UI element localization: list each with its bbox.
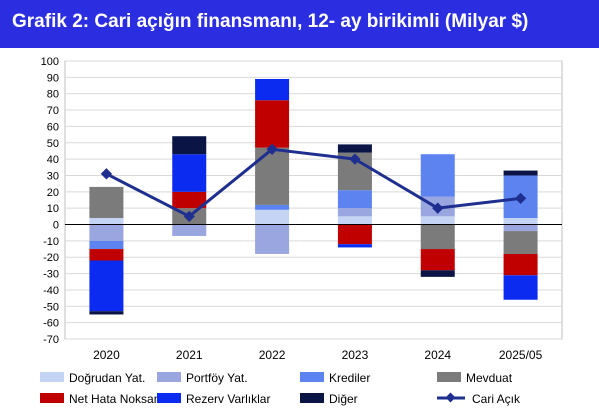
y-tick-label: 10 [47, 203, 59, 215]
legend-swatch [40, 393, 64, 403]
legend-swatch [40, 372, 64, 382]
y-tick-label: 90 [47, 72, 59, 84]
bar-segment [89, 217, 124, 225]
bar-segment [503, 170, 538, 176]
bar-segment [172, 136, 207, 155]
bar-segment [255, 209, 290, 225]
legend-label: Net Hata Noksan [69, 392, 160, 406]
legend-label: Doğrudan Yat. [69, 371, 145, 385]
x-category-label: 2023 [342, 348, 369, 362]
plot-area [64, 60, 563, 340]
stacked-bar-line-chart: -70 -60 -50 -40 -30 -20 -10 0 10 20 30 40 50 60 70 80 90… [40, 56, 563, 406]
cari-acik-line [105, 147, 521, 218]
bar-segment [420, 224, 455, 250]
bar-segment [337, 216, 372, 225]
legend-label: Portföy Yat. [186, 371, 248, 385]
bar-segment [420, 270, 455, 277]
bar-segment [172, 224, 207, 236]
bar-segment [89, 249, 124, 261]
cari-acik-point [183, 210, 195, 223]
y-tick-label: 70 [47, 105, 59, 117]
legend-swatch [300, 393, 324, 403]
bar-segment [89, 260, 124, 312]
bar-segment [172, 154, 207, 192]
y-tick-label: 20 [47, 187, 59, 199]
y-tick-label: 80 [47, 89, 59, 101]
bar-segment [89, 311, 124, 315]
bar-segment [255, 224, 290, 254]
legend-label: Rezerv Varlıklar [186, 392, 270, 406]
y-tick-label: -30 [43, 269, 59, 281]
bar-segment [337, 224, 372, 245]
bar-segment [503, 217, 538, 225]
bar-segment [89, 224, 124, 241]
bar-segment [420, 216, 455, 225]
y-tick-label: 30 [47, 170, 59, 182]
bar-segment [89, 240, 124, 250]
bar-segment [420, 154, 455, 197]
legend-swatch [157, 393, 181, 403]
legend-label: Mevduat [466, 371, 513, 385]
x-category-label: 2024 [424, 348, 451, 362]
legend-label: Diğer [329, 392, 358, 406]
bar-segment [503, 231, 538, 254]
x-category-label: 2021 [176, 348, 203, 362]
bar-segment [337, 190, 372, 209]
bar-segment [337, 208, 372, 217]
legend-label: Krediler [329, 371, 370, 385]
y-tick-label: 40 [47, 154, 59, 166]
bar-segment [255, 100, 290, 148]
bar-segment [255, 147, 290, 205]
y-tick-label: -20 [43, 252, 59, 264]
legend-swatch [437, 372, 461, 382]
y-tick-label: 60 [47, 121, 59, 133]
legend-swatch [157, 372, 181, 382]
x-category-label: 2025/05 [499, 348, 543, 362]
y-tick-label: -70 [43, 334, 59, 346]
bar-segment [337, 144, 372, 153]
bar-segment [337, 244, 372, 248]
bar-segment [503, 224, 538, 232]
cari-acik-point [266, 143, 278, 155]
cari-acik-point [514, 192, 527, 205]
cari-acik-point [432, 202, 444, 214]
legend-marker [445, 392, 456, 403]
legend-swatch [300, 372, 324, 382]
bar-segment [503, 275, 538, 300]
bar-segment [255, 204, 290, 210]
y-tick-label: 50 [47, 138, 59, 150]
chart-title: Grafik 2: Cari açığın finansmanı, 12- ay… [12, 11, 529, 32]
y-tick-label: -40 [43, 285, 59, 297]
bar-segment [255, 78, 290, 101]
legend-label: Cari Açık [472, 392, 521, 406]
x-category-label: 2020 [93, 348, 120, 362]
bar-segment [503, 253, 538, 276]
y-tick-label: -10 [43, 236, 59, 248]
y-tick-label: 100 [41, 56, 59, 68]
bar-segment [420, 249, 455, 271]
y-tick-label: -50 [43, 301, 59, 313]
bar-segment [89, 186, 124, 218]
y-tick-label: -60 [43, 318, 59, 330]
x-category-label: 2022 [259, 348, 286, 362]
title-bar: Grafik 2: Cari açığın finansmanı, 12- ay… [0, 0, 599, 48]
y-tick-label: 0 [53, 220, 59, 232]
bar-segment [172, 191, 207, 209]
